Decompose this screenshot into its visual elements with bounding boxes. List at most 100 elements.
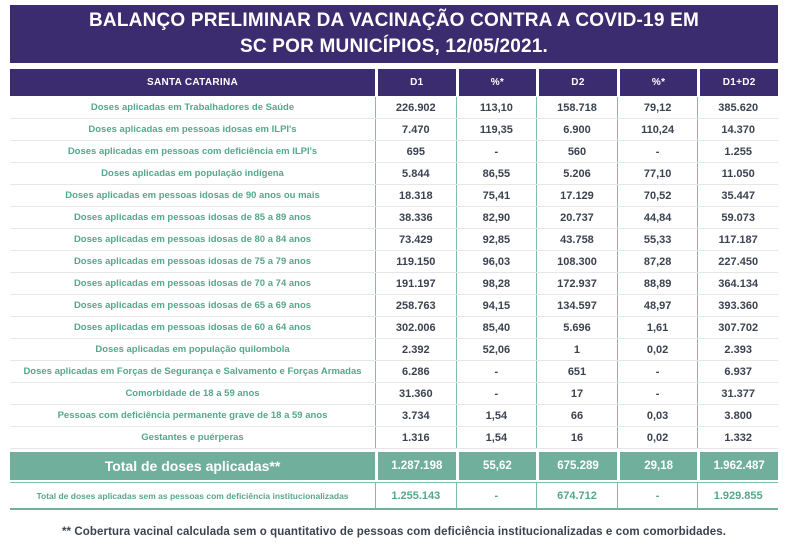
row-value: 651 — [536, 361, 617, 382]
total-row: Total de doses aplicadas** 1.287.198 55,62… — [10, 452, 778, 480]
header-cell-santa-catarina: SANTA CATARINA — [10, 69, 375, 96]
row-value: - — [616, 383, 698, 404]
row-value: 70,52 — [616, 185, 698, 206]
table-row: Gestantes e puérperas 1.316 1,54 16 0,02 1.33… — [10, 427, 778, 449]
row-value: 2.393 — [697, 339, 778, 360]
table-body: Doses aplicadas em Trabalhadores de Saúd… — [10, 97, 778, 449]
row-value: 43.758 — [536, 229, 617, 250]
row-value: 59.073 — [697, 207, 778, 228]
row-value: 695 — [375, 141, 456, 162]
table-row: Doses aplicadas em pessoas idosas de 60 … — [10, 317, 778, 339]
row-value: 75,41 — [455, 185, 537, 206]
row-value: 110,24 — [616, 119, 698, 140]
table-row: Doses aplicadas em pessoas idosas de 65 … — [10, 295, 778, 317]
row-value: 73.429 — [375, 229, 456, 250]
table-row: Doses aplicadas em pessoas idosas de 90 … — [10, 185, 778, 207]
row-label: Doses aplicadas em população quilombola — [95, 344, 290, 355]
table-row: Doses aplicadas em pessoas com deficiênc… — [10, 141, 778, 163]
row-label: Doses aplicadas em pessoas idosas de 75 … — [73, 256, 312, 267]
table-row: Doses aplicadas em pessoas idosas em ILP… — [10, 119, 778, 141]
row-value: 0,03 — [616, 405, 698, 426]
row-value: 66 — [536, 405, 617, 426]
row-value: 55,33 — [616, 229, 698, 250]
row-value: 11.050 — [697, 163, 778, 184]
total-value: 675.289 — [536, 452, 617, 480]
table-row: Pessoas com deficiência permanente grave… — [10, 405, 778, 427]
footnote: ** Cobertura vacinal calculada sem o qua… — [61, 526, 727, 538]
table-row: Doses aplicadas em pessoas idosas de 80 … — [10, 229, 778, 251]
row-value: 44,84 — [616, 207, 698, 228]
row-value: 38.336 — [375, 207, 456, 228]
row-value: 3.800 — [697, 405, 778, 426]
table-row: Doses aplicadas em pessoas idosas de 75 … — [10, 251, 778, 273]
row-label: Doses aplicadas em pessoas idosas de 70 … — [73, 278, 312, 289]
row-value: - — [455, 361, 537, 382]
row-value: 1,61 — [616, 317, 698, 338]
row-value: 18.318 — [375, 185, 456, 206]
row-label: Doses aplicadas em pessoas idosas de 60 … — [73, 322, 312, 333]
row-value: 119,35 — [455, 119, 537, 140]
row-value: 14.370 — [697, 119, 778, 140]
row-value: 96,03 — [455, 251, 537, 272]
table-row: Doses aplicadas em Trabalhadores de Saúd… — [10, 97, 778, 119]
row-value: 5.696 — [536, 317, 617, 338]
row-label: Pessoas com deficiência permanente grave… — [57, 410, 328, 421]
row-value: 385.620 — [697, 97, 778, 118]
row-value: 560 — [536, 141, 617, 162]
table-row: Doses aplicadas em população indígena 5.8… — [10, 163, 778, 185]
row-label: Gestantes e puérperas — [141, 432, 244, 443]
row-value: 79,12 — [616, 97, 698, 118]
title-line-2: SC POR MUNICÍPIOS, 12/05/2021. — [239, 36, 548, 57]
row-value: 1,54 — [455, 405, 537, 426]
row-label: Doses aplicadas em pessoas idosas de 65 … — [73, 300, 312, 311]
total-label: Total de doses aplicadas** — [10, 452, 375, 480]
row-value: 98,28 — [455, 273, 537, 294]
table-header-row: SANTA CATARINA D1 %* D2 %* D1+D2 — [10, 69, 778, 96]
row-value: 134.597 — [536, 295, 617, 316]
row-value: 113,10 — [455, 97, 537, 118]
row-label: Doses aplicadas em pessoas idosas de 90 … — [65, 190, 320, 201]
total-value: 1.287.198 — [375, 452, 456, 480]
row-value: 1 — [536, 339, 617, 360]
subtotal-value: - — [616, 483, 698, 508]
row-value: 158.718 — [536, 97, 617, 118]
subtotal-value: 1.929.855 — [697, 483, 778, 508]
row-value: 16 — [536, 427, 617, 448]
row-value: 5.844 — [375, 163, 456, 184]
row-value: 393.360 — [697, 295, 778, 316]
header-cell: %* — [455, 69, 537, 96]
row-value: 364.134 — [697, 273, 778, 294]
row-value: 87,28 — [616, 251, 698, 272]
total-value: 29,18 — [616, 452, 698, 480]
row-label: Doses aplicadas em pessoas idosas de 80 … — [73, 234, 312, 245]
row-value: 108.300 — [536, 251, 617, 272]
row-value: 88,89 — [616, 273, 698, 294]
row-value: 82,90 — [455, 207, 537, 228]
row-label: Doses aplicadas em Trabalhadores de Saúd… — [90, 102, 295, 113]
row-label: Comorbidade de 18 a 59 anos — [125, 388, 260, 399]
header-cell: %* — [616, 69, 698, 96]
row-value: 92,85 — [455, 229, 537, 250]
subtotal-value: 674.712 — [536, 483, 617, 508]
row-value: 302.006 — [375, 317, 456, 338]
row-value: - — [616, 361, 698, 382]
header-cell: D1+D2 — [697, 69, 778, 96]
row-label: Doses aplicadas em pessoas com deficiênc… — [67, 146, 318, 157]
total-value: 55,62 — [455, 452, 537, 480]
row-value: - — [616, 141, 698, 162]
header-cell: D2 — [536, 69, 617, 96]
table-row: Doses aplicadas em pessoas idosas de 70 … — [10, 273, 778, 295]
row-label: Doses aplicadas em Forças de Segurança e… — [23, 366, 362, 377]
table-row: Comorbidade de 18 a 59 anos 31.360-17-31.… — [10, 383, 778, 405]
row-value: 1,54 — [455, 427, 537, 448]
subtotal-value: 1.255.143 — [375, 483, 456, 508]
total-value: 1.962.487 — [697, 452, 778, 480]
row-value: 5.206 — [536, 163, 617, 184]
row-value: 117.187 — [697, 229, 778, 250]
table-row: Doses aplicadas em pessoas idosas de 85 … — [10, 207, 778, 229]
row-label: Doses aplicadas em população indígena — [101, 168, 284, 179]
row-value: 94,15 — [455, 295, 537, 316]
row-value: 35.447 — [697, 185, 778, 206]
row-value: 3.734 — [375, 405, 456, 426]
